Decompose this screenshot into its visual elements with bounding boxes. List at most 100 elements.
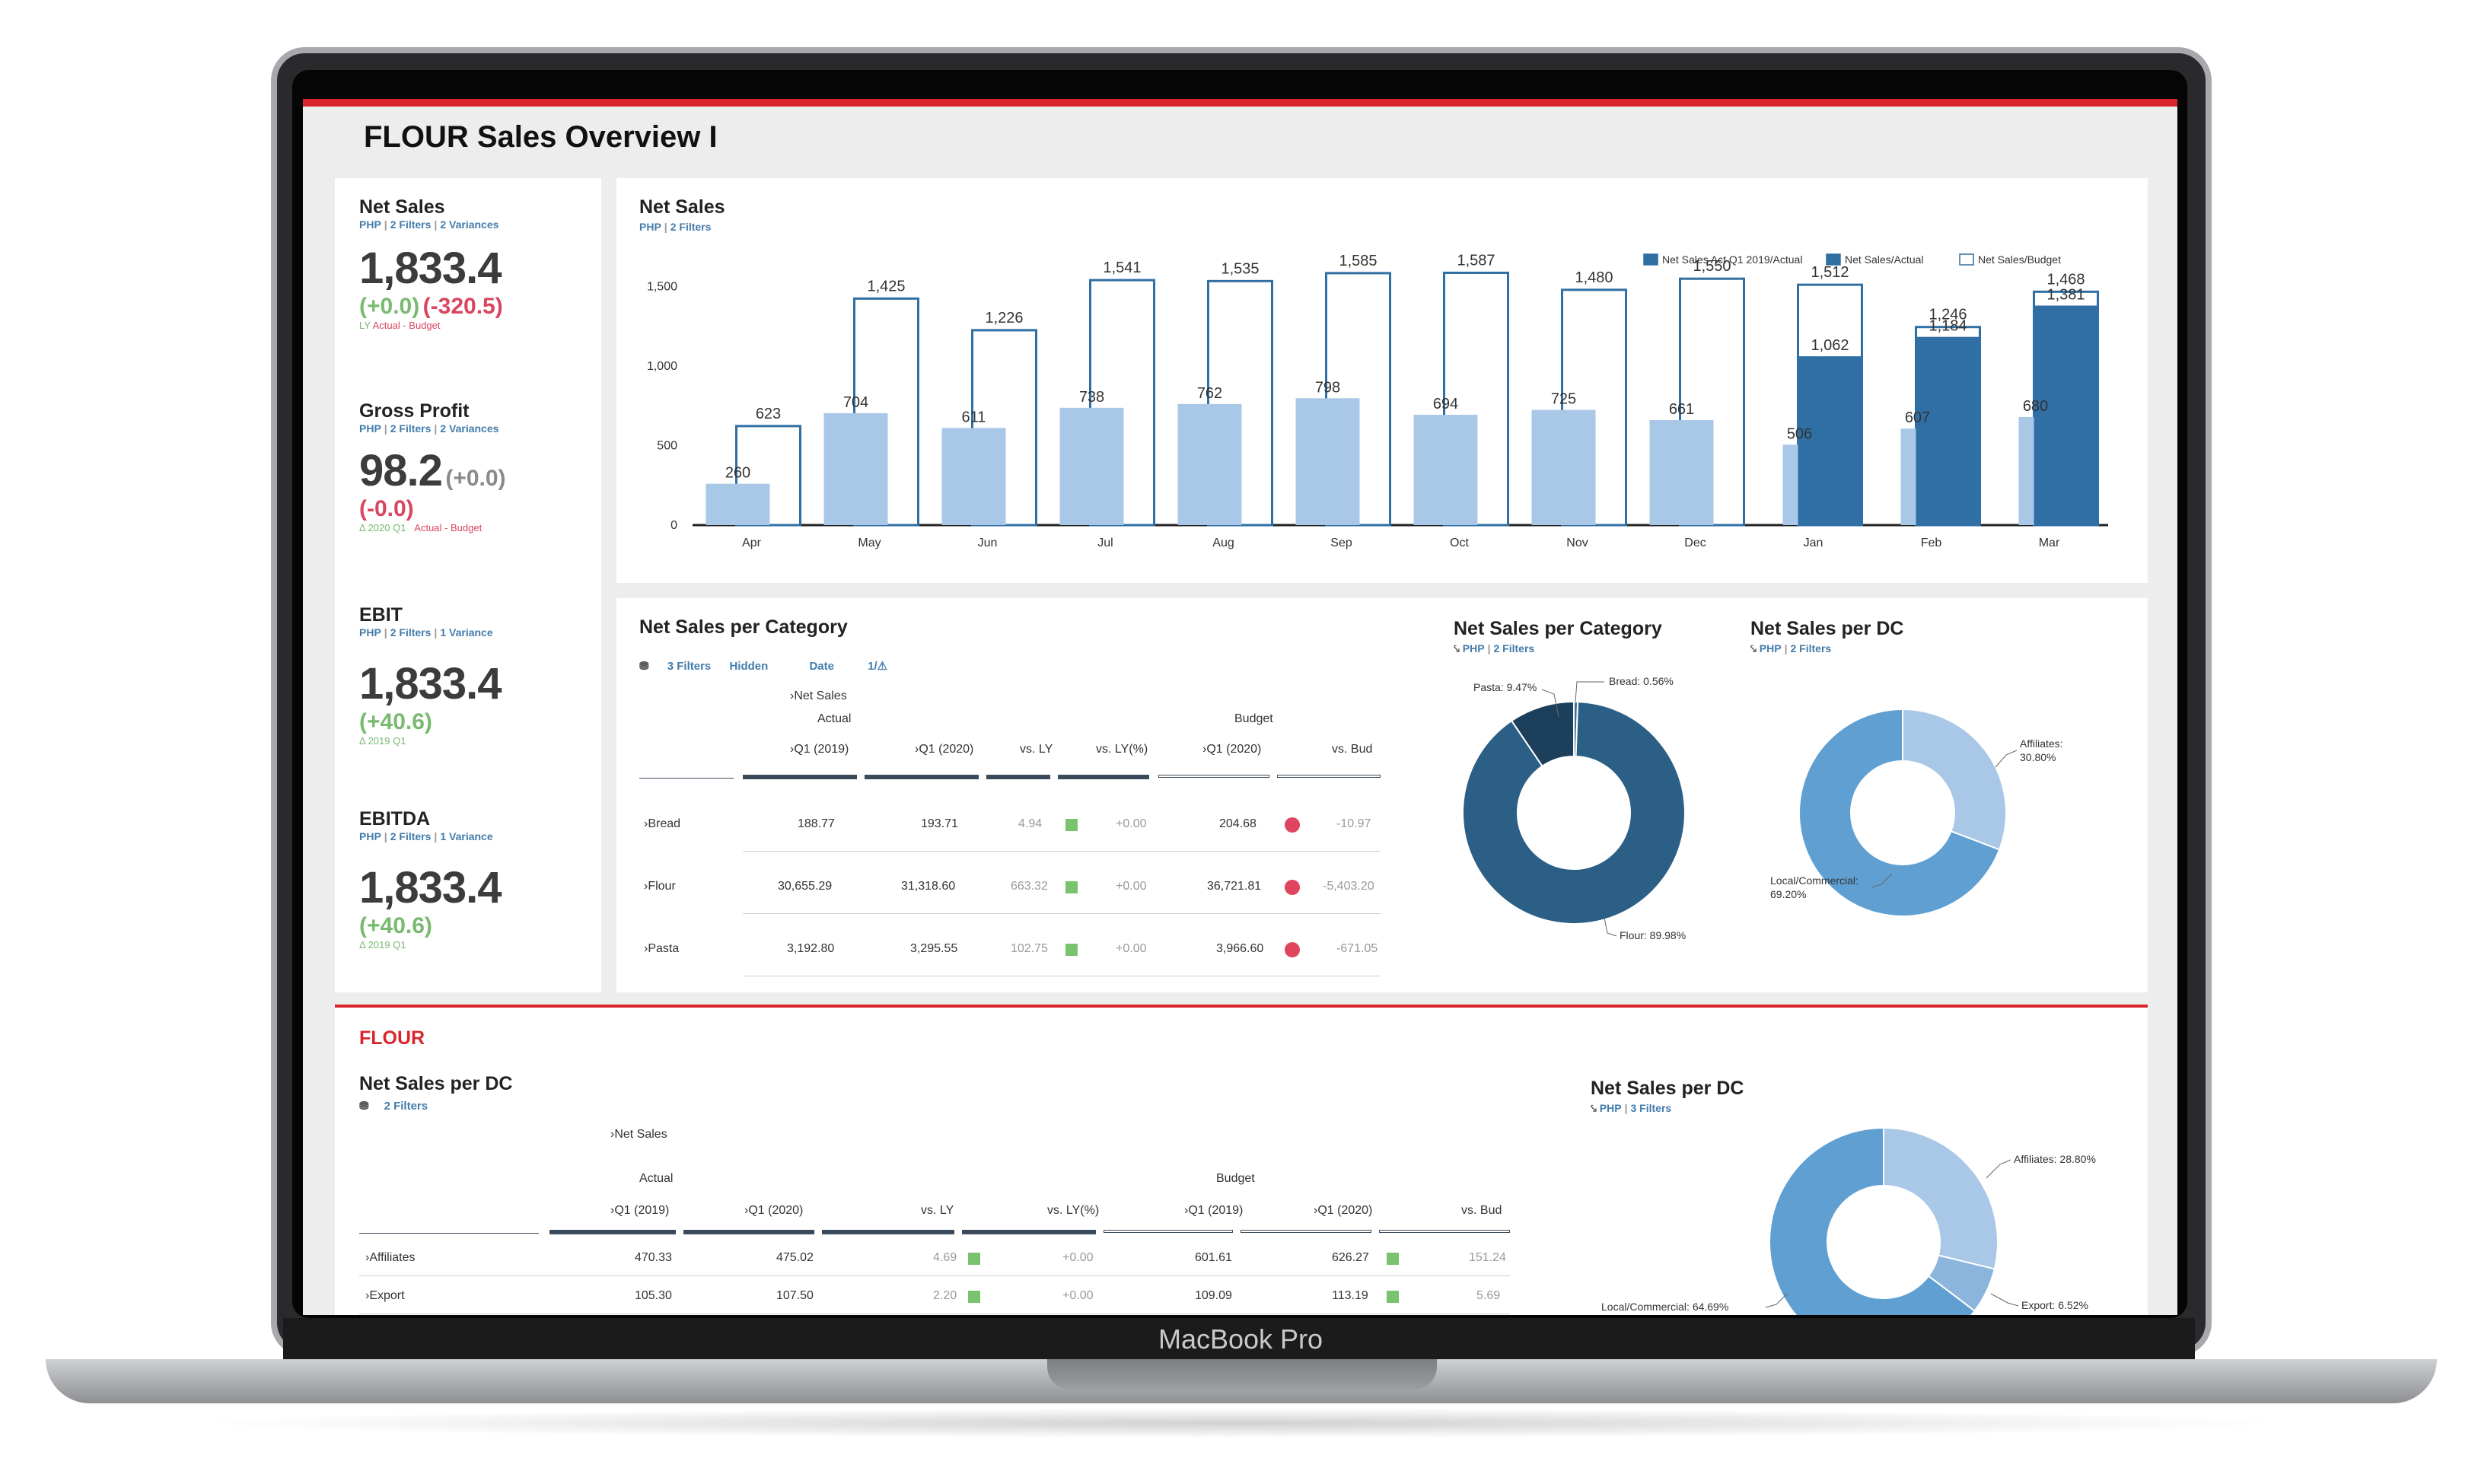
status-square xyxy=(1387,1291,1399,1303)
kpi-variance: (+40.6) xyxy=(359,913,432,938)
net-sales-chart-card[interactable]: Net Sales PHP | 2 Filters Net Sales Act Q1… xyxy=(616,178,2148,583)
cell: 30,655.29 xyxy=(778,880,833,893)
kpi-value: 1,833.4 xyxy=(359,244,502,293)
kpi-variances: (+0.0) (-320.5) xyxy=(359,294,503,319)
row-label[interactable]: ›Affiliates xyxy=(365,1251,416,1264)
col-header[interactable]: ›Q1 (2020) xyxy=(1202,743,1262,756)
kpi-ebit[interactable]: EBIT PHP | 2 Filters | 1 Variance 1,833.4 (+… xyxy=(359,604,588,747)
col-rule xyxy=(962,1230,1096,1234)
row-label[interactable]: ›Pasta xyxy=(644,942,680,955)
donut-title: Net Sales per DC xyxy=(1750,618,1904,639)
data-label: 506 xyxy=(1787,425,1812,442)
flour-table-filters[interactable]: ⛃ 2 Filters xyxy=(359,1100,428,1113)
col-header[interactable]: ›Q1 (2019) xyxy=(1184,1204,1244,1217)
leader-line xyxy=(1995,750,2018,768)
header-actual: Actual xyxy=(639,1172,674,1185)
leader-line xyxy=(1871,873,1893,888)
flour-donut[interactable]: Net Sales per DC ⤥ PHP | 3 Filters xyxy=(1591,1005,2123,1315)
header-net-sales[interactable]: ›Net Sales xyxy=(610,1128,667,1141)
row-label[interactable]: ›Bread xyxy=(644,817,681,830)
bar-prior-year xyxy=(823,412,888,525)
leader-line xyxy=(1765,1293,1788,1308)
donut-label: Local/Commercial: 64.69% xyxy=(1601,1301,1728,1313)
col-rule xyxy=(683,1230,814,1234)
kpi-title: EBIT xyxy=(359,604,403,626)
data-label: 1,062 xyxy=(1811,337,1849,354)
data-label: 725 xyxy=(1551,391,1576,408)
status-square xyxy=(1065,944,1078,956)
cell: 470.33 xyxy=(635,1251,672,1264)
kpi-meta: PHP | 2 Filters | 2 Variances xyxy=(359,422,499,435)
leader-line xyxy=(1990,1293,2019,1307)
cell: 626.27 xyxy=(1332,1251,1369,1264)
col-header[interactable]: vs. LY(%) xyxy=(1096,743,1148,756)
col-header[interactable]: vs. LY(%) xyxy=(1047,1204,1100,1217)
kpi-value: 1,833.4 xyxy=(359,863,502,912)
top-accent-bar xyxy=(303,99,2177,107)
filters-link[interactable]: 3 Filters xyxy=(667,660,712,673)
status-square xyxy=(1065,881,1078,893)
status-dot xyxy=(1285,880,1300,895)
filter-icon: ⛃ xyxy=(359,1100,369,1113)
kpi-note: Δ 2019 Q1 xyxy=(359,735,406,747)
donut-label: Export: 6.52% xyxy=(2021,1299,2088,1311)
row-label[interactable]: ›Flour xyxy=(644,880,676,893)
donut-slice xyxy=(1462,701,1686,925)
cell: 102.75 xyxy=(1011,942,1048,955)
col-rule xyxy=(822,1230,954,1234)
col-header[interactable]: vs. LY xyxy=(921,1204,954,1217)
col-header[interactable]: ›Q1 (2019) xyxy=(790,743,849,756)
hidden-link[interactable]: Hidden xyxy=(729,660,769,673)
bar-prior-year xyxy=(941,428,1006,525)
data-label: 704 xyxy=(843,394,868,411)
col-header[interactable]: ›Q1 (2020) xyxy=(1314,1204,1373,1217)
y-tick-label: 0 xyxy=(670,519,677,532)
kpi-ebitda[interactable]: EBITDA PHP | 2 Filters | 1 Variance 1,833.4 … xyxy=(359,808,588,951)
col-header[interactable]: vs. Bud xyxy=(1332,743,1373,756)
legend-swatch xyxy=(1643,253,1658,266)
x-tick-label: Jul xyxy=(1097,537,1113,549)
x-tick-label: Aug xyxy=(1212,537,1234,549)
donut-category[interactable]: Net Sales per Category ⤥ PHP | 2 Filters xyxy=(1454,598,1758,992)
header-net-sales[interactable]: ›Net Sales xyxy=(790,689,847,702)
kpi-net-sales[interactable]: Net Sales PHP | 2 Filters | 2 Variances 1,83… xyxy=(359,196,588,331)
device-label: MacBook Pro xyxy=(1158,1323,1323,1355)
category-table-title: Net Sales per Category xyxy=(639,616,848,638)
row-label[interactable]: ›Export xyxy=(365,1289,405,1302)
donut-charts: Pasta: 9.47% Bread: 0.56% Flour: 89.98% Aff… xyxy=(1462,675,2063,941)
cell: 107.50 xyxy=(776,1289,814,1302)
kpi-meta: PHP | 2 Filters | 2 Variances xyxy=(359,218,499,231)
chart-meta: PHP | 2 Filters xyxy=(639,221,712,233)
header-actual: Actual xyxy=(817,712,852,725)
date-link[interactable]: Date xyxy=(809,660,834,673)
col-header[interactable]: vs. LY xyxy=(1020,743,1053,756)
cell: -5,403.20 xyxy=(1323,880,1374,893)
col-rule xyxy=(743,775,857,779)
donut-dc[interactable]: Net Sales per DC ⤥ PHP | 2 Filters xyxy=(1750,598,2131,992)
warning-indicator[interactable]: 1/⚠ xyxy=(868,660,888,673)
cell: -10.97 xyxy=(1336,817,1371,830)
donut-label: 69.20% xyxy=(1770,888,1806,900)
x-tick-label: Sep xyxy=(1330,537,1352,549)
col-header[interactable]: ›Q1 (2020) xyxy=(744,1204,804,1217)
donut-label: 30.80% xyxy=(2020,751,2056,763)
kpi-note: Δ 2019 Q1 xyxy=(359,939,406,951)
col-header[interactable]: ›Q1 (2020) xyxy=(915,743,974,756)
col-header[interactable]: vs. Bud xyxy=(1461,1204,1502,1217)
cell: +0.00 xyxy=(1116,880,1147,893)
bar-prior-year xyxy=(1177,403,1242,525)
cell: 113.19 xyxy=(1332,1289,1368,1302)
col-header[interactable]: ›Q1 (2019) xyxy=(610,1204,670,1217)
kpi-gross-profit[interactable]: Gross Profit PHP | 2 Filters | 2 Variances 9… xyxy=(359,400,588,533)
col-rule xyxy=(1158,775,1269,778)
donut-slice xyxy=(1883,1126,1999,1270)
kpi-meta: PHP | 2 Filters | 1 Variance xyxy=(359,626,493,639)
cell: +0.00 xyxy=(1062,1289,1094,1302)
y-tick-label: 500 xyxy=(657,440,677,453)
cell: 151.24 xyxy=(1469,1251,1506,1264)
data-label: 798 xyxy=(1315,379,1340,396)
donut-meta: ⤥ PHP | 2 Filters xyxy=(1750,642,1832,654)
donut-title: Net Sales per DC xyxy=(1591,1078,1744,1099)
header-budget: Budget xyxy=(1234,712,1273,725)
data-label: 623 xyxy=(756,406,781,422)
